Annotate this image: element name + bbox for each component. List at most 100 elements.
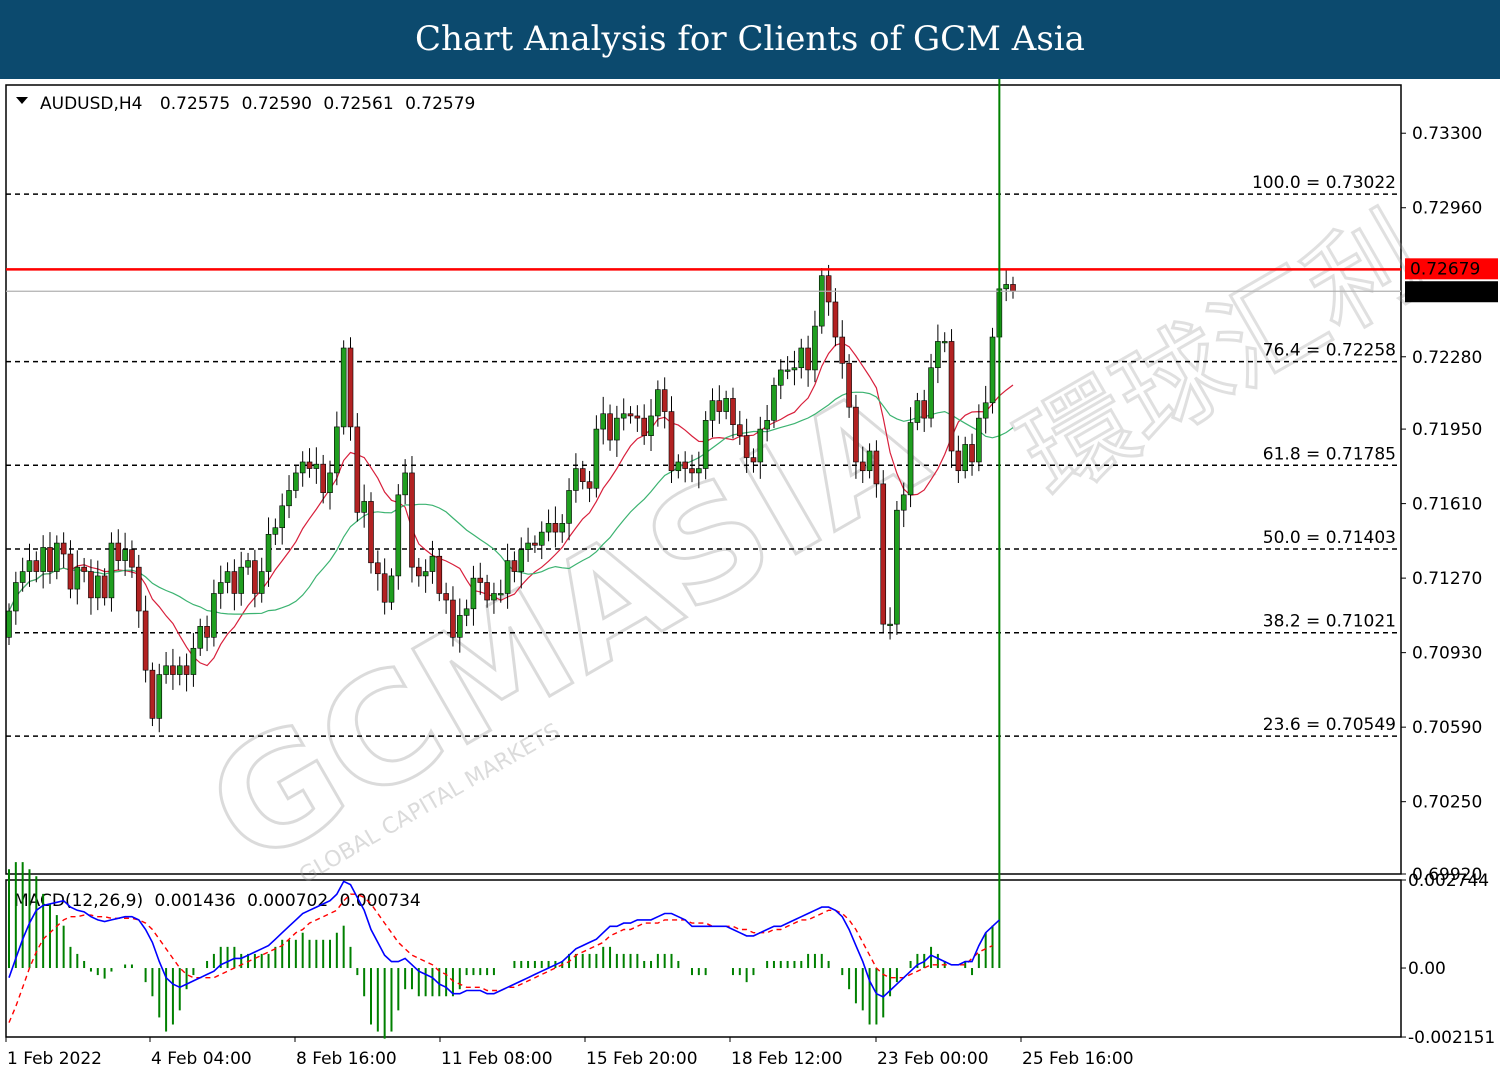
candle-body-99 [682, 461, 688, 469]
candle-body-19 [135, 566, 142, 612]
candle-body-96 [661, 389, 668, 412]
ohlc-open: 0.72575 [160, 94, 230, 114]
candle-body-34 [238, 566, 245, 594]
candle-body-9 [67, 553, 74, 590]
candle-body-98 [675, 461, 682, 472]
candle-body-36 [252, 560, 258, 594]
candle-body-70 [484, 582, 490, 601]
candle-body-137 [941, 341, 948, 344]
candle-body-126 [866, 450, 873, 472]
candle-body-131 [900, 494, 907, 511]
candle-body-62 [429, 555, 436, 572]
banner: Chart Analysis for Clients of GCM Asia [0, 0, 1500, 79]
candle-body-8 [60, 542, 67, 555]
ohlc-low: 0.72561 [323, 94, 393, 114]
candle-body-97 [668, 411, 675, 472]
candle-body-84 [579, 468, 586, 482]
candle-body-121 [832, 301, 839, 338]
candle-body-75 [518, 549, 525, 572]
candle-body-72 [497, 593, 504, 596]
candle-body-81 [559, 523, 566, 533]
candle-body-138 [948, 341, 955, 452]
candle-body-63 [436, 555, 443, 594]
candle-body-105 [723, 398, 729, 412]
candle-body-133 [914, 400, 921, 423]
macd-signal-line [8, 893, 993, 1023]
candle-body-86 [593, 428, 600, 489]
current-price-tag [1405, 281, 1498, 303]
time-axis: 1 Feb 2022 4 Feb 04:00 8 Feb 16:00 11 Feb 0… [5, 1037, 1134, 1069]
candle-body-100 [689, 468, 695, 474]
candle-body-60 [415, 566, 422, 577]
symbol-label: AUDUSD,H4 [40, 94, 143, 114]
candle-body-108 [743, 435, 750, 458]
symbol-dropdown-icon[interactable] [16, 97, 28, 104]
fib-label-5: 23.6 = 0.70549 [1263, 715, 1396, 735]
candle-body-23 [163, 665, 169, 675]
fib-label-1: 76.4 = 0.72258 [1263, 341, 1396, 361]
fib-label-2: 61.8 = 0.71785 [1263, 444, 1396, 464]
candle-body-65 [450, 599, 456, 638]
candle-body-124 [853, 406, 859, 463]
candle-body-61 [422, 571, 429, 577]
x-tick-label-3: 11 Feb 08:00 [441, 1049, 553, 1069]
candle-body-134 [921, 400, 928, 419]
candle-body-41 [286, 490, 292, 507]
candle-body-53 [368, 501, 374, 564]
candle-body-56 [388, 575, 395, 603]
candle-body-94 [648, 415, 654, 436]
candle-body-31 [217, 582, 224, 594]
candle-body-33 [231, 571, 238, 594]
candle-body-78 [538, 531, 545, 546]
candle-body-101 [696, 468, 702, 474]
price-axis: 0.73300 0.72960 0.72280 0.71950 0.71610 0.712… [1401, 124, 1482, 885]
candle-body-95 [655, 389, 661, 417]
candle-body-132 [907, 422, 914, 496]
candle-body-16 [115, 542, 122, 561]
candle-body-43 [299, 461, 306, 474]
candle-body-71 [491, 593, 497, 601]
candle-body-13 [94, 575, 101, 599]
candle-body-139 [955, 450, 962, 472]
candle-body-38 [265, 533, 272, 572]
candle-body-123 [846, 363, 852, 408]
candle-body-125 [859, 461, 866, 472]
candle-body-142 [976, 417, 982, 463]
candle-body-85 [586, 481, 593, 489]
price-levels: 0.72679 0.72579 [6, 258, 1498, 303]
y-tick-label-3: 0.71950 [1412, 420, 1482, 440]
candle-body-87 [600, 413, 607, 430]
resistance-tag [1405, 258, 1498, 280]
candle-body-112 [771, 384, 777, 421]
candle-body-115 [791, 367, 798, 371]
candle-body-143 [982, 402, 989, 419]
candle-body-58 [402, 472, 408, 496]
moving-averages [8, 342, 1014, 667]
candle-body-88 [607, 413, 613, 441]
candle-body-51 [354, 426, 361, 513]
candle-body-42 [293, 472, 299, 491]
candle-body-69 [477, 577, 484, 583]
macd-tick-label-0: 0.002744 [1408, 871, 1489, 891]
candle-body-144 [989, 336, 996, 404]
y-tick-label-9: 0.69920 [1412, 865, 1482, 885]
candle-body-107 [737, 424, 743, 436]
x-tick-label-5: 18 Feb 12:00 [731, 1049, 843, 1069]
price-header: AUDUSD,H4 0.72575 0.72590 0.72561 0.7257… [40, 94, 475, 114]
x-tick-label-4: 15 Feb 20:00 [586, 1049, 698, 1069]
candle-body-135 [928, 367, 934, 419]
candle-body-40 [279, 505, 286, 529]
x-tick-label-2: 8 Feb 16:00 [296, 1049, 397, 1069]
candle-body-59 [409, 472, 415, 568]
candle-body-129 [887, 623, 893, 626]
candle-body-12 [88, 571, 94, 599]
y-tick-label-0: 0.73300 [1412, 124, 1482, 144]
current-price-label: 0.72579 [1410, 282, 1480, 302]
macd-value-1: 0.001436 [155, 891, 236, 911]
fib-label-3: 50.0 = 0.71403 [1263, 528, 1396, 548]
candle-body-90 [620, 413, 627, 419]
candle-body-21 [149, 669, 156, 719]
banner-title: Chart Analysis for Clients of GCM Asia [415, 19, 1085, 59]
candle-body-22 [156, 674, 163, 719]
candle-body-25 [176, 665, 183, 675]
